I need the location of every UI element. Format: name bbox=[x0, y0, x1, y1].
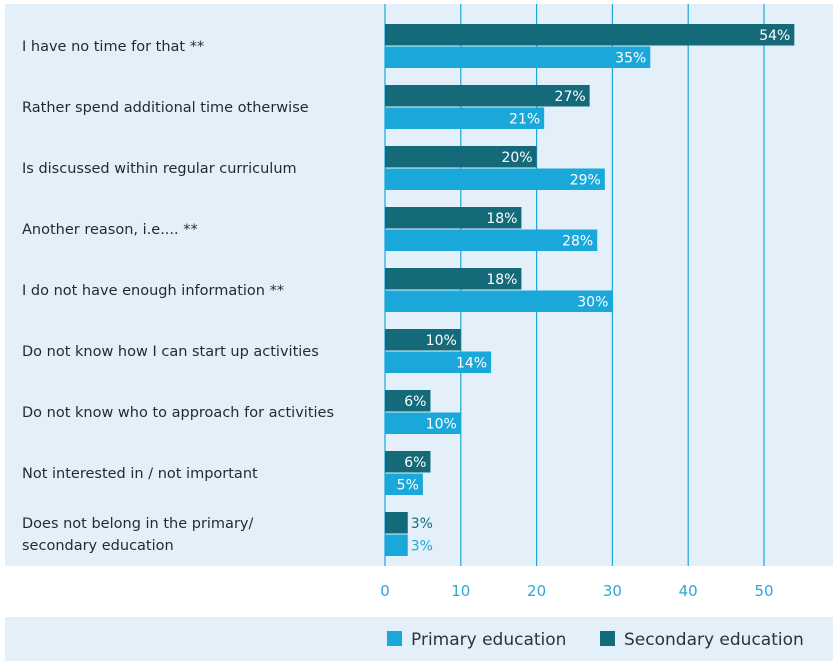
category-label: I have no time for that ** bbox=[22, 39, 204, 55]
bar-value-label-secondary: 27% bbox=[555, 89, 586, 105]
bar-value-label-primary: 14% bbox=[456, 355, 487, 371]
bar-secondary bbox=[385, 146, 537, 168]
category-label: Another reason, i.e.... ** bbox=[22, 222, 198, 238]
category-label: I do not have enough information ** bbox=[22, 283, 284, 299]
bar-secondary bbox=[385, 268, 522, 290]
bar-secondary bbox=[385, 329, 461, 351]
bar-value-label-primary: 28% bbox=[562, 233, 593, 249]
category-label: Do not know who to approach for activiti… bbox=[22, 405, 334, 421]
bar-primary bbox=[385, 351, 492, 373]
bar-value-label-primary: 30% bbox=[577, 294, 608, 310]
bar-secondary bbox=[385, 390, 431, 412]
x-tick-label: 0 bbox=[380, 582, 390, 600]
bar-value-label-secondary: 6% bbox=[404, 455, 426, 471]
bar-value-label-primary: 3% bbox=[411, 538, 433, 554]
x-tick-label: 30 bbox=[603, 582, 622, 600]
bar-value-label-secondary: 54% bbox=[759, 28, 790, 44]
legend-swatch-secondary bbox=[600, 631, 615, 646]
bar-value-label-primary: 21% bbox=[509, 111, 540, 127]
bar-value-label-primary: 10% bbox=[426, 416, 457, 432]
x-tick-label: 10 bbox=[451, 582, 470, 600]
bar-value-label-secondary: 3% bbox=[411, 516, 433, 532]
bar-value-label-primary: 35% bbox=[615, 50, 646, 66]
bar-secondary bbox=[385, 451, 431, 473]
category-label: Does not belong in the primary/secondary… bbox=[22, 516, 253, 554]
bar-primary bbox=[385, 412, 461, 434]
legend-label-secondary: Secondary education bbox=[624, 630, 804, 650]
bar-value-label-secondary: 10% bbox=[426, 333, 457, 349]
bar-primary bbox=[385, 534, 408, 556]
bar-primary bbox=[385, 168, 605, 190]
bar-value-label-secondary: 6% bbox=[404, 394, 426, 410]
bar-primary bbox=[385, 46, 651, 68]
bar-value-label-secondary: 18% bbox=[486, 272, 517, 288]
bar-secondary bbox=[385, 85, 590, 107]
bar-secondary bbox=[385, 512, 408, 534]
x-tick-label: 20 bbox=[527, 582, 546, 600]
bar-secondary bbox=[385, 24, 795, 46]
x-tick-label: 50 bbox=[754, 582, 773, 600]
bar-primary bbox=[385, 229, 598, 251]
legend-label-primary: Primary education bbox=[411, 630, 566, 650]
bar-value-label-secondary: 18% bbox=[486, 211, 517, 227]
bar-primary bbox=[385, 473, 423, 495]
bar-secondary bbox=[385, 207, 522, 229]
category-label: Is discussed within regular curriculum bbox=[22, 161, 297, 177]
bar-value-label-primary: 5% bbox=[397, 477, 419, 493]
category-label: Do not know how I can start up activitie… bbox=[22, 344, 319, 360]
legend-background bbox=[5, 617, 833, 661]
category-label: Rather spend additional time otherwise bbox=[22, 100, 309, 116]
bar-value-label-secondary: 20% bbox=[501, 150, 532, 166]
legend-swatch-primary bbox=[387, 631, 402, 646]
x-tick-label: 40 bbox=[679, 582, 698, 600]
category-label: Not interested in / not important bbox=[22, 466, 258, 482]
bar-primary bbox=[385, 107, 545, 129]
bar-primary bbox=[385, 290, 613, 312]
bar-value-label-primary: 29% bbox=[570, 172, 601, 188]
